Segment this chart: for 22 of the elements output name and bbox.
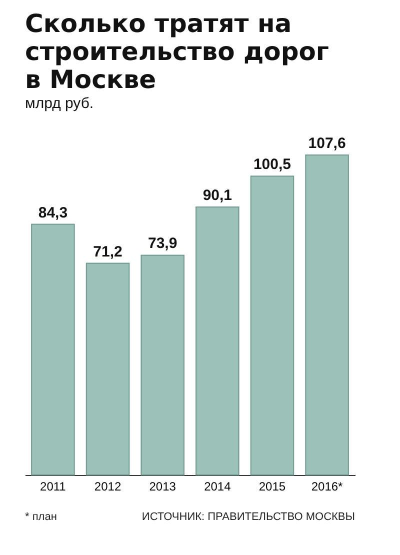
chart-subtitle: млрд руб. <box>25 95 94 112</box>
x-tick-label: 2016* <box>311 480 344 494</box>
data-label: 100,5 <box>253 156 291 174</box>
x-tick-label: 2014 <box>204 480 232 494</box>
bar <box>196 206 240 476</box>
chart-title: Сколько тратят на строительство дорог в Москве <box>25 9 329 94</box>
x-tick-label: 2015 <box>258 480 286 494</box>
bar <box>250 176 294 476</box>
x-tick-label: 2013 <box>149 480 176 494</box>
data-label: 90,1 <box>202 187 232 204</box>
data-label: 107,6 <box>308 135 346 152</box>
bar <box>31 224 75 476</box>
data-label: 84,3 <box>38 204 68 222</box>
data-label: 71,2 <box>93 243 122 260</box>
x-tick-label: 2011 <box>40 480 66 494</box>
x-tick-label: 2012 <box>94 480 122 494</box>
bar <box>140 254 184 476</box>
text: ИСТОЧНИК: ПРАВИТЕЛЬСТВО МОСКВЫ <box>142 511 355 523</box>
data-label: 73,9 <box>148 235 178 252</box>
bar <box>86 262 130 476</box>
bar <box>305 154 349 476</box>
text: * план <box>25 511 57 523</box>
